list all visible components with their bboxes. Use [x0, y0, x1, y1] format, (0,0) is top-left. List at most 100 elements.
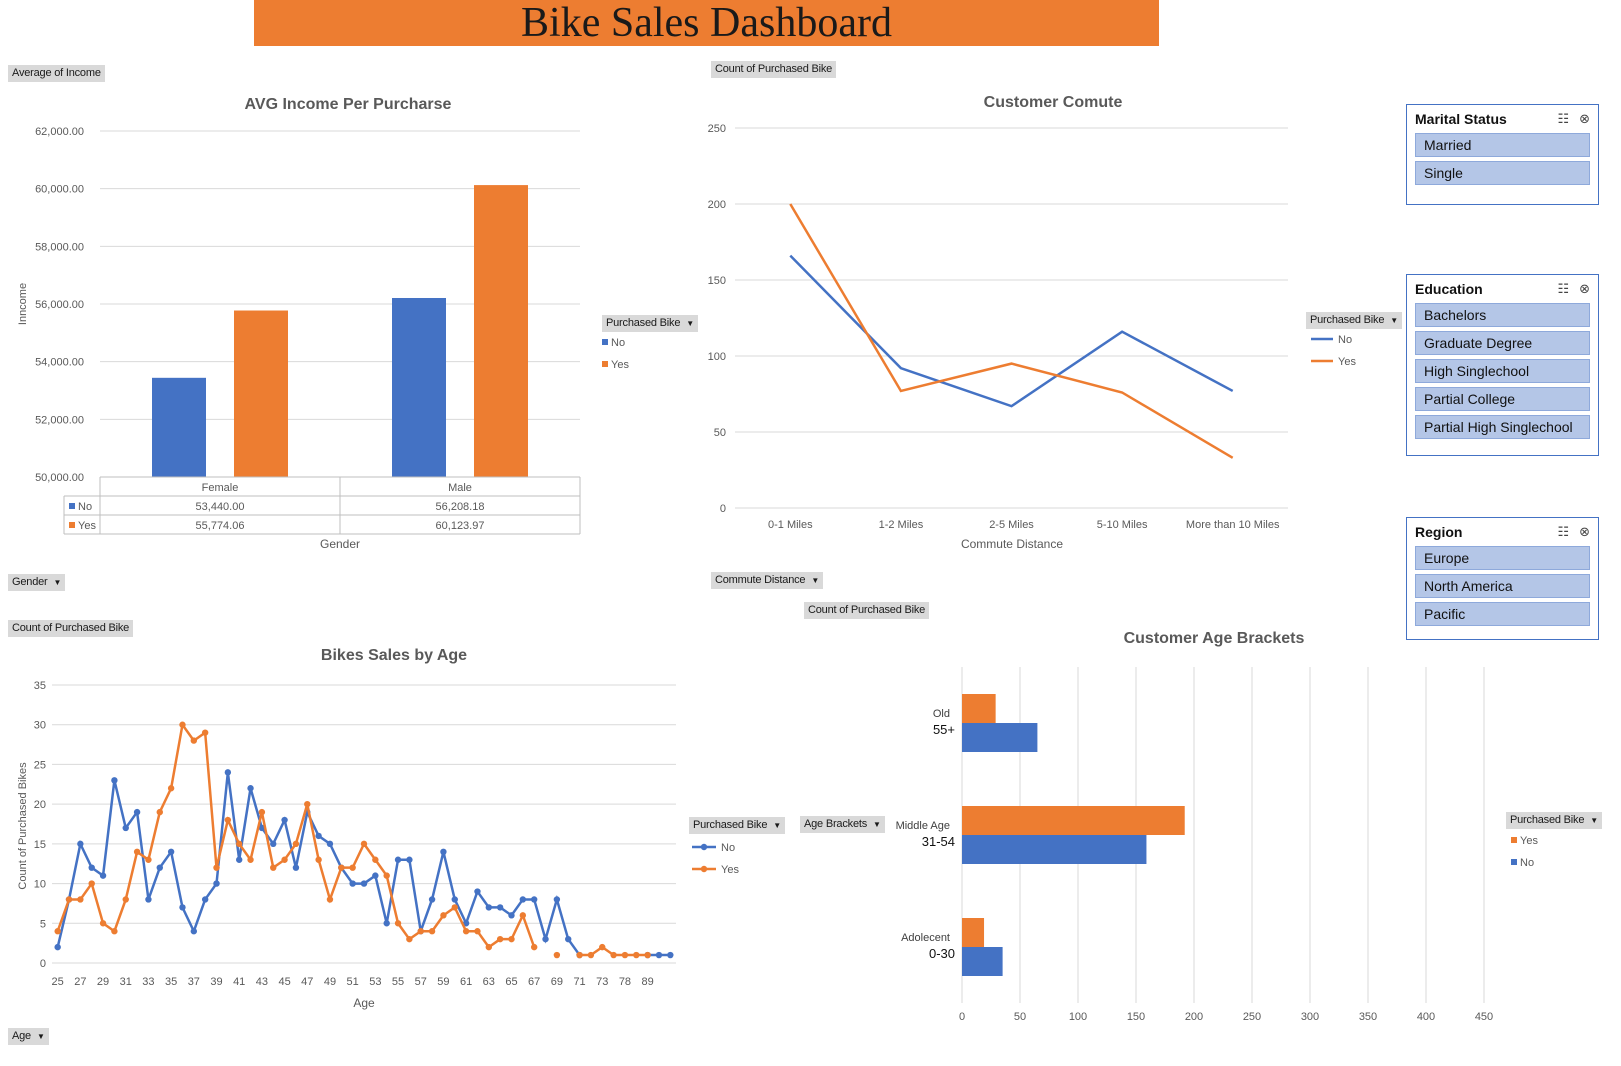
- field-button-label: Gender: [12, 576, 48, 588]
- bar-no-adolecent: [962, 947, 1003, 976]
- dropdown-arrow-icon: ▼: [53, 578, 62, 587]
- data-point-no: [179, 904, 186, 911]
- field-button-age[interactable]: Age ▼: [8, 1028, 49, 1045]
- legend-label: Yes: [1338, 356, 1356, 368]
- field-button-count-brackets[interactable]: Count of Purchased Bike: [804, 602, 930, 619]
- data-point-no: [190, 928, 198, 935]
- x-tick-label: 50: [1014, 1011, 1026, 1023]
- slicer-item-high-school[interactable]: High Singlechool: [1415, 359, 1590, 383]
- x-tick-label: 47: [301, 976, 313, 988]
- multi-select-icon[interactable]: ☷: [1557, 524, 1570, 539]
- data-point-yes: [179, 721, 186, 728]
- x-tick-label: 49: [324, 976, 336, 988]
- data-point-yes: [190, 737, 198, 744]
- dropdown-arrow-icon: ▼: [1390, 316, 1398, 325]
- data-point-yes: [428, 928, 436, 935]
- slicer-marital-status[interactable]: Marital Status ☷ ⊗ Married Single: [1406, 104, 1599, 205]
- field-button-purchased-bike-brackets[interactable]: Purchased Bike ▼: [1506, 812, 1602, 829]
- clear-filter-icon[interactable]: ⊗: [1579, 111, 1590, 126]
- chart-title: Customer Age Brackets: [1124, 630, 1305, 647]
- x-tick-label: 55: [392, 976, 404, 988]
- multi-select-icon[interactable]: ☷: [1557, 281, 1570, 296]
- field-button-label: Age: [12, 1030, 31, 1042]
- dashboard-banner: Bike Sales Dashboard: [254, 0, 1159, 46]
- slicer-item-single[interactable]: Single: [1415, 161, 1590, 185]
- data-point-no: [383, 920, 390, 927]
- data-point-yes: [167, 785, 175, 792]
- data-point-yes: [474, 928, 481, 935]
- field-button-commute-distance[interactable]: Commute Distance ▼: [711, 572, 824, 589]
- data-point-yes: [440, 912, 447, 919]
- clear-filter-icon[interactable]: ⊗: [1579, 281, 1590, 296]
- field-button-gender[interactable]: Gender ▼: [8, 574, 66, 591]
- x-tick-label: 67: [528, 976, 540, 988]
- legend-label: No: [1338, 334, 1352, 346]
- field-button-purchased-bike-commute[interactable]: Purchased Bike ▼: [1306, 312, 1402, 329]
- data-point-yes: [610, 951, 617, 959]
- slicer-header: Marital Status ☷ ⊗: [1407, 105, 1598, 133]
- chart-title: AVG Income Per Purcharse: [245, 96, 452, 113]
- x-tick-label: 350: [1359, 1011, 1377, 1023]
- data-table-value: 55,774.06: [196, 520, 245, 532]
- slicer-item-partial-high-school[interactable]: Partial High Singlechool: [1415, 415, 1590, 439]
- x-tick-label: Female: [202, 482, 239, 494]
- x-tick-label: 1-2 Miles: [879, 519, 924, 531]
- y-tick-label: 62,000.00: [35, 126, 84, 138]
- legend-label: No: [1520, 857, 1534, 869]
- data-point-no: [77, 840, 84, 848]
- slicer-item-north-america[interactable]: North America: [1415, 574, 1590, 598]
- data-point-yes: [633, 951, 640, 959]
- data-table-value: 53,440.00: [196, 501, 245, 513]
- field-button-count-commute[interactable]: Count of Purchased Bike: [711, 61, 837, 78]
- legend-label: No: [721, 842, 735, 854]
- field-button-average-of-income[interactable]: Average of Income: [8, 65, 105, 82]
- slicer-item-europe[interactable]: Europe: [1415, 546, 1590, 570]
- x-tick-label: 29: [97, 976, 109, 988]
- legend-label: Yes: [1520, 835, 1538, 847]
- field-button-purchased-bike-age[interactable]: Purchased Bike ▼: [689, 817, 785, 834]
- field-button-label: Count of Purchased Bike: [715, 63, 833, 75]
- slicer-item-graduate-degree[interactable]: Graduate Degree: [1415, 331, 1590, 355]
- slicer-item-pacific[interactable]: Pacific: [1415, 602, 1590, 626]
- field-button-age-brackets[interactable]: Age Brackets ▼: [800, 816, 885, 833]
- x-tick-label: 43: [256, 976, 268, 988]
- slicer-item-partial-college[interactable]: Partial College: [1415, 387, 1590, 411]
- slicer-header: Region ☷ ⊗: [1407, 518, 1598, 546]
- data-point-yes: [65, 896, 73, 903]
- legend-label: Yes: [721, 864, 739, 876]
- slicer-item-married[interactable]: Married: [1415, 133, 1590, 157]
- data-point-yes: [281, 856, 288, 863]
- y-tick-label: 35: [34, 680, 46, 692]
- data-point-no: [315, 832, 322, 840]
- field-button-label: Purchased Bike: [693, 819, 768, 831]
- data-point-yes: [304, 800, 311, 808]
- x-tick-label: 5-10 Miles: [1097, 519, 1148, 531]
- x-tick-label: 53: [369, 976, 381, 988]
- data-point-no: [213, 880, 220, 887]
- data-point-no: [54, 943, 61, 951]
- category-range-label: 31-54: [922, 834, 955, 849]
- data-point-yes: [451, 904, 458, 911]
- slicer-education[interactable]: Education ☷ ⊗ Bachelors Graduate Degree Hi…: [1406, 274, 1599, 456]
- field-button-count-age[interactable]: Count of Purchased Bike: [8, 620, 134, 637]
- slicer-region[interactable]: Region ☷ ⊗ Europe North America Pacific: [1406, 517, 1599, 640]
- x-tick-label: 59: [437, 976, 449, 988]
- legend-key-no: [69, 503, 75, 509]
- multi-select-icon[interactable]: ☷: [1557, 111, 1570, 126]
- field-button-purchased-bike-income[interactable]: Purchased Bike ▼: [602, 315, 698, 332]
- slicer-item-bachelors[interactable]: Bachelors: [1415, 303, 1590, 327]
- data-point-no: [270, 840, 277, 848]
- bar-yes-female: [234, 310, 288, 477]
- y-axis-label: Count of Purchased Bikes: [17, 762, 29, 890]
- bar-yes-male: [474, 185, 528, 477]
- clear-filter-icon[interactable]: ⊗: [1579, 524, 1590, 539]
- x-tick-label: 27: [74, 976, 86, 988]
- data-point-no: [655, 951, 663, 959]
- chart-title: Customer Comute: [984, 94, 1123, 111]
- x-tick-label: 25: [52, 976, 64, 988]
- bar-no-female: [152, 377, 206, 477]
- bar-no-middle-age: [962, 835, 1147, 864]
- x-axis-label: Age: [353, 996, 375, 1010]
- data-point-yes: [394, 920, 402, 927]
- data-point-no: [451, 896, 458, 903]
